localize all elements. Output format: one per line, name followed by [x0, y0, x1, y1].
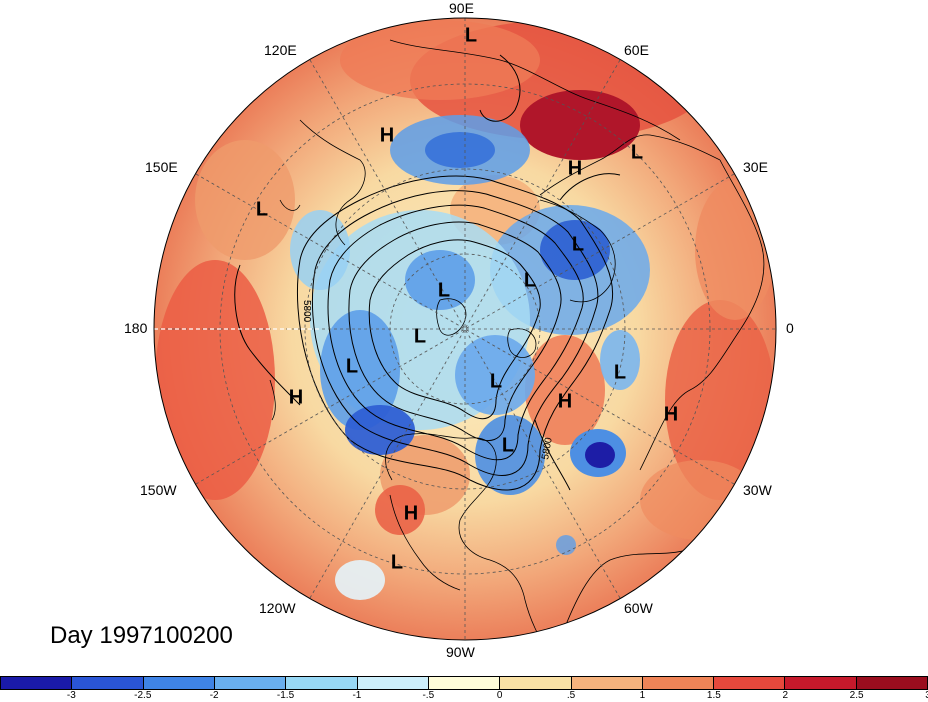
graticule — [154, 18, 776, 640]
colorbar-tick-label: 3 — [925, 690, 928, 701]
colorbar — [0, 676, 928, 690]
low-pressure-center: L — [391, 551, 403, 573]
lon-label-60w: 60W — [624, 600, 653, 616]
colorbar-tick-label: 1 — [639, 690, 646, 701]
lon-label-30w: 30W — [743, 482, 772, 498]
colorbar-tick-label: -1 — [352, 690, 362, 701]
colorbar-segment — [1, 677, 73, 689]
low-pressure-center: L — [572, 233, 584, 255]
colorbar-segment — [143, 677, 215, 689]
colorbar-segment — [286, 677, 358, 689]
high-pressure-center: H — [568, 157, 582, 179]
colorbar-segment — [714, 677, 786, 689]
colorbar-tick-label: -.5 — [422, 690, 435, 701]
low-pressure-center: L — [502, 434, 514, 456]
colorbar-tick-label: 2.5 — [849, 690, 864, 701]
colorbar-segment — [642, 677, 715, 689]
contour-label: 5800 — [540, 436, 555, 460]
low-pressure-center: L — [414, 325, 426, 347]
colorbar-segment — [571, 677, 643, 689]
lon-label-150w: 150W — [140, 482, 177, 498]
colorbar-segment — [785, 677, 857, 689]
low-pressure-center: L — [346, 355, 358, 377]
coastlines — [269, 39, 765, 640]
high-pressure-center: H — [380, 124, 394, 146]
colorbar-tick-label: -2.5 — [134, 690, 152, 701]
colorbar-tick-label: 1.5 — [706, 690, 721, 701]
colorbar-tick-label: -3 — [66, 690, 76, 701]
low-pressure-center: L — [465, 24, 477, 46]
colorbar-tick-label: -1.5 — [276, 690, 295, 701]
lon-label-180: 180 — [124, 320, 148, 336]
colorbar-tick-label: 2 — [782, 690, 788, 701]
low-pressure-center: L — [524, 269, 536, 291]
height-contours — [234, 54, 621, 491]
high-pressure-center: H — [404, 502, 418, 524]
lon-label-120w: 120W — [259, 600, 296, 616]
low-pressure-center: L — [438, 279, 450, 301]
lon-label-0: 0 — [786, 320, 794, 336]
high-pressure-center: H — [289, 386, 303, 408]
lon-label-90w: 90W — [446, 644, 475, 660]
low-pressure-center: L — [614, 361, 626, 383]
colorbar-tick-label: .5 — [566, 690, 576, 701]
lon-label-30e: 30E — [743, 159, 768, 175]
low-pressure-center: L — [256, 198, 268, 220]
low-pressure-center: L — [490, 370, 502, 392]
colorbar-segment — [357, 677, 429, 689]
lon-label-150e: 150E — [145, 159, 178, 175]
colorbar-segment — [214, 677, 287, 689]
colorbar-tick-label: -2 — [209, 690, 219, 701]
lon-label-60e: 60E — [624, 42, 649, 58]
map-boundary — [153, 17, 777, 641]
high-pressure-center: H — [558, 390, 572, 412]
colorbar-tick-label: 0 — [496, 690, 503, 701]
high-pressure-center: H — [664, 403, 678, 425]
colorbar-segment — [500, 677, 572, 689]
lon-label-90e: 90E — [449, 0, 474, 16]
colorbar-segment — [856, 677, 928, 689]
pressure-centers: L H H L L L L L L L L H H L H H L L — [256, 24, 678, 573]
low-pressure-center: L — [631, 141, 643, 163]
contour-label: 5800 — [301, 300, 312, 323]
lon-label-120e: 120E — [264, 42, 297, 58]
colorbar-labels: -3 -2.5 -2 -1.5 -1 -.5 0 .5 1 1.5 2 2.5 3 — [0, 690, 928, 702]
colorbar-segment — [72, 677, 144, 689]
colorbar-segment — [428, 677, 501, 689]
day-title: Day 1997100200 — [50, 622, 233, 649]
